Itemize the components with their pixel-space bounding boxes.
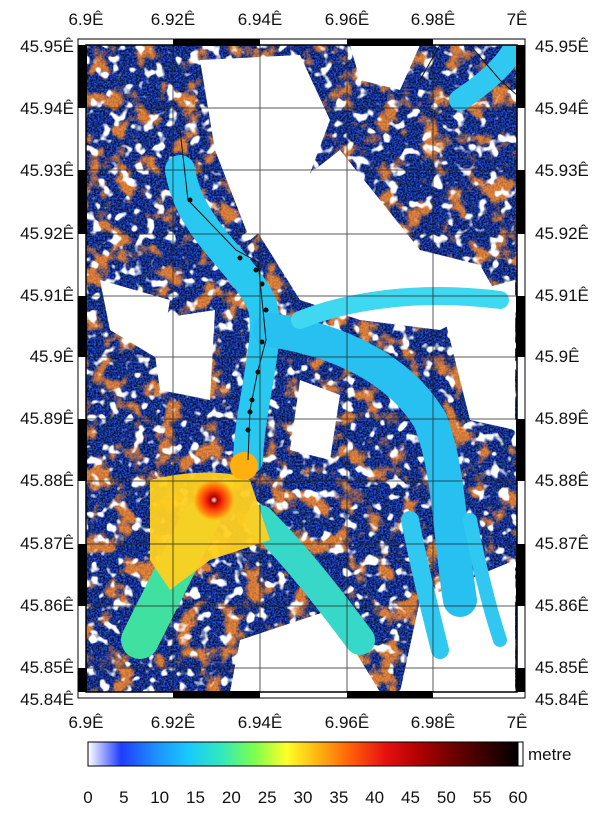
lat-tick-label: 45.89Ê xyxy=(535,409,589,428)
lat-tick-label: 45.85Ê xyxy=(20,658,74,677)
lat-tick-label: 45.93Ê xyxy=(535,161,589,180)
lat-tick-label: 45.85Ê xyxy=(535,658,589,677)
lat-tick-label: 45.86Ê xyxy=(535,596,589,615)
lat-tick-label: 45.9Ê xyxy=(29,347,74,366)
lon-tick-label: 6.96Ê xyxy=(324,713,370,732)
lon-tick-label: 6.98Ê xyxy=(410,10,456,29)
colorbar-tick-label: 45 xyxy=(401,788,420,807)
profile-track xyxy=(179,45,517,461)
colorbar-tick-label: 50 xyxy=(436,788,456,807)
lat-tick-label: 45.84Ê xyxy=(535,690,589,709)
colorbar-tick-label: 5 xyxy=(119,788,129,807)
colorbar-unit: metre xyxy=(528,745,572,764)
lat-tick-label: 45.9Ê xyxy=(535,347,580,366)
lat-tick-label: 45.89Ê xyxy=(20,409,74,428)
lon-tick-label: 6.94Ê xyxy=(237,10,283,29)
lat-tick-label: 45.86Ê xyxy=(20,596,74,615)
colorbar-tick-label: 0 xyxy=(83,788,93,807)
lat-tick-label: 45.88Ê xyxy=(535,471,589,490)
lon-tick-label: 7Ê xyxy=(506,10,528,29)
map-frame xyxy=(85,44,518,693)
colorbar-end xyxy=(514,742,518,766)
lat-tick-label: 45.88Ê xyxy=(20,471,74,490)
lat-tick-label: 45.94Ê xyxy=(535,99,589,118)
map-field xyxy=(86,45,517,692)
colorbar-tick-label: 20 xyxy=(221,788,241,807)
colorbar-cap xyxy=(517,741,524,767)
lon-tick-label: 6.9Ê xyxy=(68,10,104,29)
lat-tick-label: 45.87Ê xyxy=(535,534,589,553)
graticule xyxy=(86,45,517,692)
lat-tick-label: 45.91Ê xyxy=(535,286,589,305)
colorbar-tick-label: 55 xyxy=(472,788,492,807)
lon-tick-label: 7Ê xyxy=(506,713,528,732)
colorbar-tick-label: 25 xyxy=(257,788,277,807)
lat-tick-label: 45.91Ê xyxy=(20,286,74,305)
colorbar-tick-label: 10 xyxy=(150,788,170,807)
lat-tick-label: 45.94Ê xyxy=(20,99,74,118)
colorbar-tick-label: 40 xyxy=(365,788,385,807)
lat-tick-label: 45.84Ê xyxy=(20,690,74,709)
colorbar-tick-label: 15 xyxy=(186,788,205,807)
colorbar xyxy=(87,741,519,767)
lat-tick-label: 45.95Ê xyxy=(20,37,74,56)
outer-frame xyxy=(77,38,526,699)
colorbar-tick-label: 60 xyxy=(508,788,528,807)
lon-tick-label: 6.96Ê xyxy=(324,10,370,29)
lat-tick-label: 45.93Ê xyxy=(20,161,74,180)
lon-tick-label: 6.98Ê xyxy=(410,713,456,732)
lat-tick-label: 45.87Ê xyxy=(20,534,74,553)
lat-tick-label: 45.92Ê xyxy=(20,224,74,243)
lon-tick-label: 6.94Ê xyxy=(237,713,283,732)
lon-tick-label: 6.92Ê xyxy=(150,10,196,29)
frame-ticks xyxy=(78,39,525,698)
lat-tick-label: 45.95Ê xyxy=(535,37,589,56)
lon-tick-label: 6.92Ê xyxy=(150,713,196,732)
lon-tick-label: 6.9Ê xyxy=(68,713,104,732)
colorbar-tick-label: 35 xyxy=(329,788,349,807)
lat-tick-label: 45.92Ê xyxy=(535,224,589,243)
colorbar-tick-label: 30 xyxy=(293,788,313,807)
